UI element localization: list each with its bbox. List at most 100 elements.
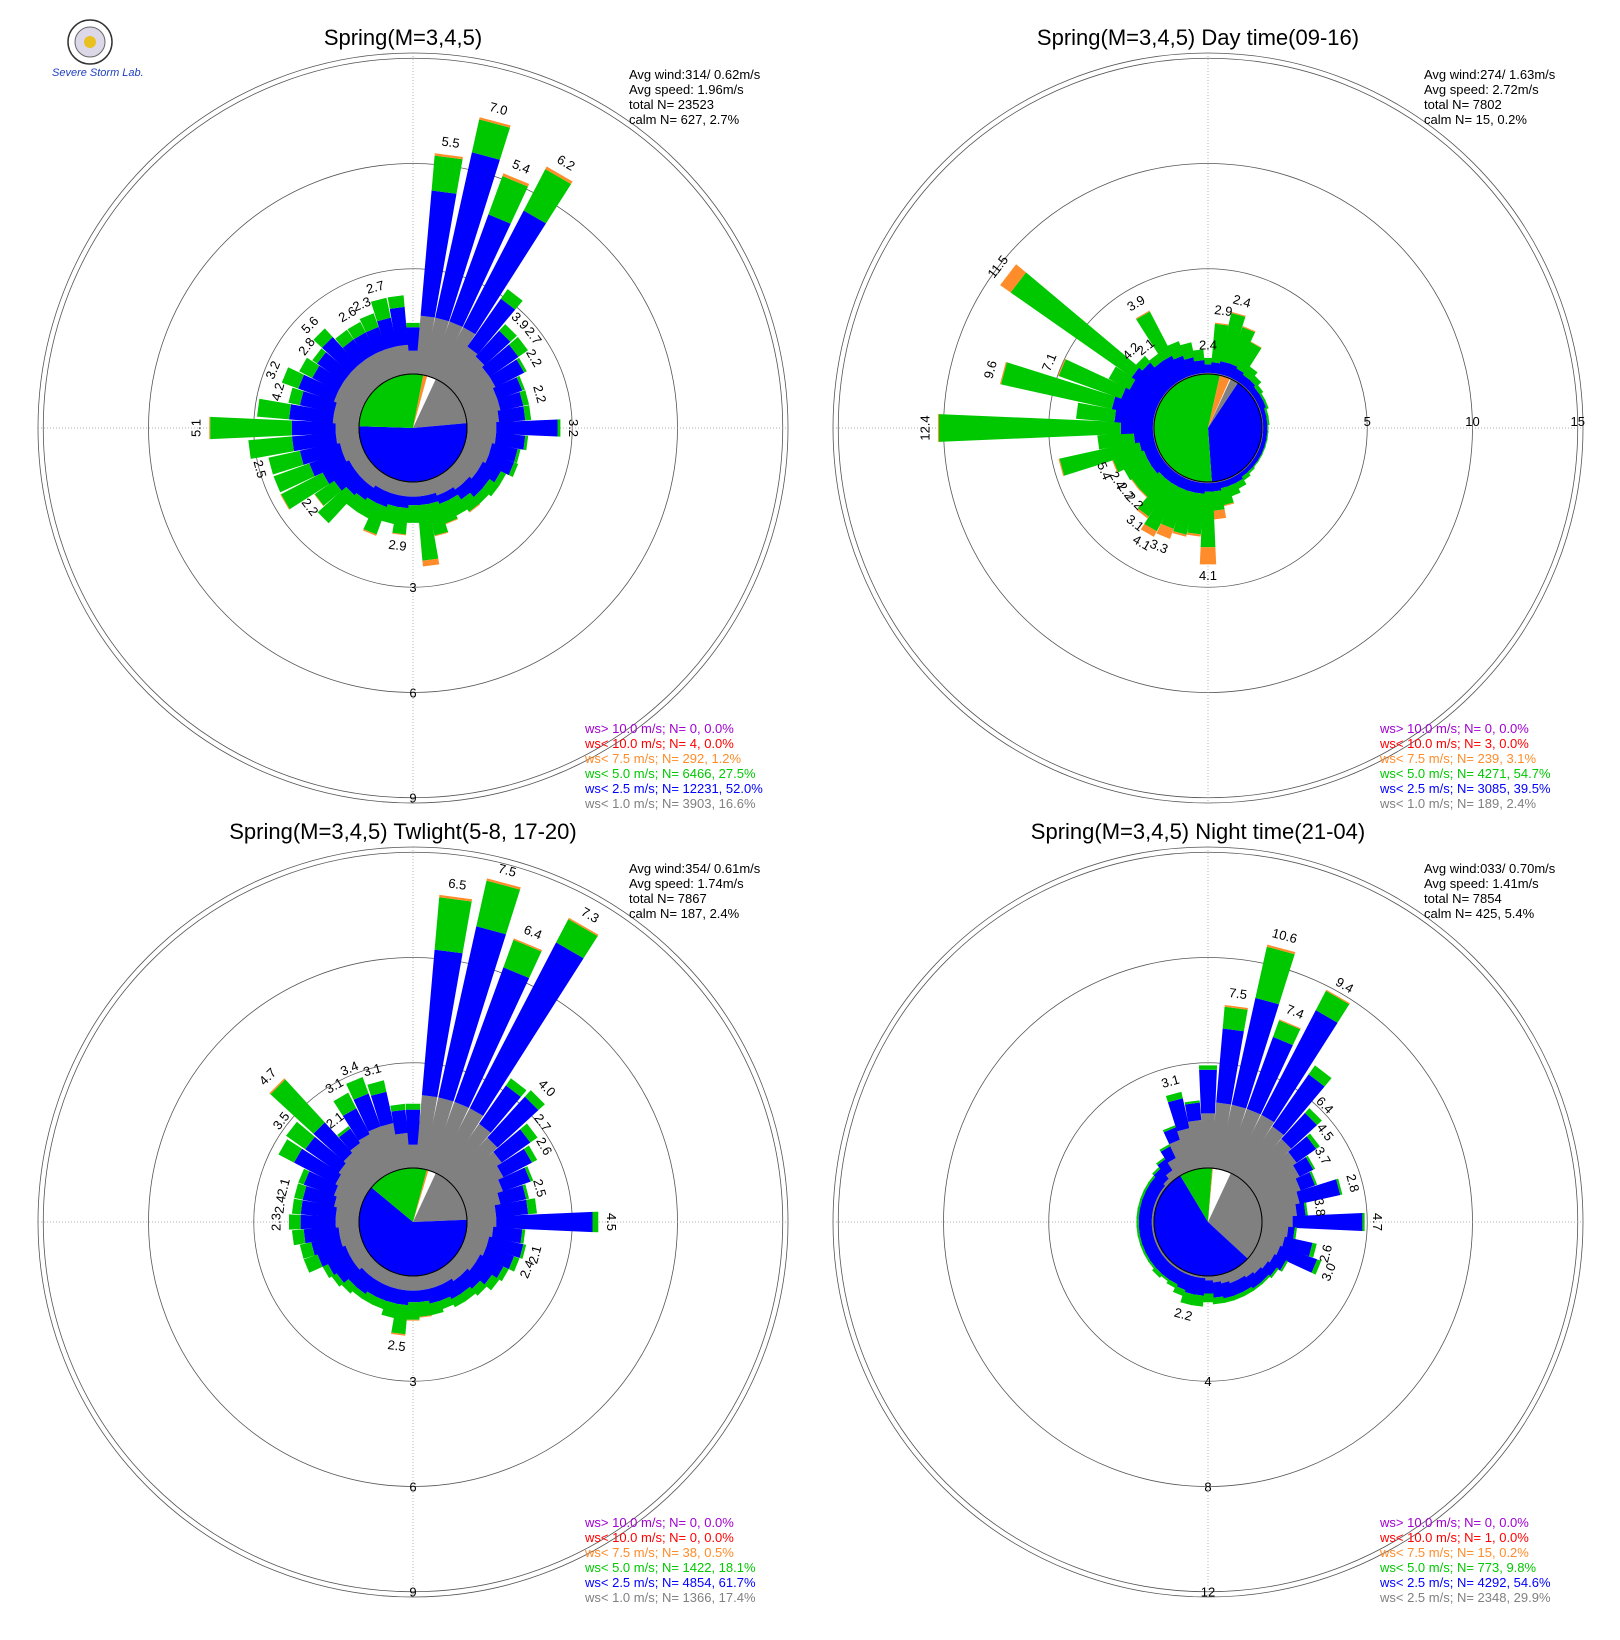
spoke-value-label: 5.5: [441, 134, 461, 151]
wind-bar-segment: [1248, 1251, 1268, 1270]
wind-bar-segment: [464, 399, 501, 419]
wind-bar-segment: [568, 917, 599, 937]
center-pie-slice: [1208, 379, 1238, 428]
wind-bar-segment: [1111, 396, 1156, 419]
spoke-value-label: 2.9: [388, 537, 408, 554]
wind-bar-segment: [1222, 502, 1235, 507]
wind-bar-segment: [524, 1090, 545, 1111]
wind-bar-segment: [1309, 1171, 1318, 1186]
wind-bar-segment: [342, 339, 367, 366]
wind-bar-segment: [1232, 1291, 1245, 1301]
wind-bar-segment: [1137, 1234, 1143, 1246]
chart-title: Spring(M=3,4,5) Day time(09-16): [1037, 25, 1359, 50]
wind-bar-segment: [447, 356, 485, 394]
wind-bar-segment: [476, 880, 521, 935]
spoke-value-label: 2.5: [530, 1177, 549, 1198]
wind-bar-segment: [1242, 1286, 1255, 1297]
wind-bar-segment: [1296, 1179, 1341, 1204]
center-pie-slice: [1208, 383, 1263, 482]
wind-bar-segment: [523, 435, 529, 451]
stats-line: calm N= 15, 0.2%: [1424, 112, 1527, 127]
legend-entry: ws> 10.0 m/s; N= 0, 0.0%: [1379, 721, 1529, 736]
wind-bar-segment: [937, 414, 939, 442]
wind-bar-segment: [1058, 359, 1126, 399]
wind-bar-segment: [1162, 355, 1185, 383]
wind-bar-segment: [474, 1254, 504, 1279]
wind-bar-segment: [1143, 1252, 1151, 1263]
wind-bar-segment: [1173, 355, 1192, 379]
spoke-value-label: 3.3: [1148, 536, 1170, 557]
wind-bar-segment: [523, 169, 572, 224]
wind-bar-segment: [519, 1244, 527, 1259]
wind-bar-segment: [471, 119, 510, 160]
wind-bar-segment: [493, 1129, 531, 1163]
wind-bar-segment: [487, 1096, 539, 1148]
wind-bar-segment: [377, 317, 398, 350]
wind-bar-segment: [422, 317, 449, 377]
wind-bar-segment: [1148, 1174, 1157, 1184]
wind-bar-segment: [494, 1199, 529, 1217]
wind-bar-segment: [467, 422, 497, 434]
wind-bar-segment: [1242, 1138, 1292, 1188]
wind-bar-segment: [1256, 1238, 1281, 1257]
wind-bar-segment: [344, 1238, 365, 1255]
wind-bar-segment: [520, 1229, 526, 1244]
wind-bar-segment: [335, 430, 361, 444]
wind-bar-segment: [1097, 432, 1135, 450]
wind-bar-segment: [1315, 990, 1350, 1023]
wind-bar-segment: [1256, 1178, 1301, 1206]
spoke-value-label: 3.5: [270, 1109, 293, 1132]
spoke-value-label: 3.2: [262, 359, 283, 381]
wind-bar-segment: [375, 1283, 392, 1302]
wind-bar-segment: [523, 405, 532, 421]
wind-bar-segment: [436, 1108, 484, 1178]
wind-bar-segment: [431, 155, 463, 194]
wind-bar-segment: [425, 1286, 441, 1304]
wind-bar-segment: [396, 344, 411, 376]
wind-bar-segment: [327, 1253, 354, 1275]
wind-bar-segment: [1244, 1272, 1262, 1290]
wind-bar-segment: [1152, 1166, 1162, 1176]
ring-label: 9: [409, 791, 416, 806]
wind-bar-segment: [417, 503, 439, 561]
wind-bar-segment: [498, 1167, 531, 1192]
wind-bar-segment: [497, 392, 524, 411]
wind-bar-segment: [438, 926, 506, 1102]
wind-bar-segment: [435, 152, 500, 322]
wind-bar-segment: [407, 1144, 419, 1168]
wind-bar-segment: [524, 1145, 538, 1163]
wind-bar-segment: [333, 1184, 365, 1206]
wind-bar-segment: [1224, 1005, 1248, 1010]
center-pie-slice: [358, 423, 467, 482]
wind-bar-segment: [1076, 402, 1116, 423]
wind-bar-segment: [1168, 1268, 1184, 1285]
wind-bar-segment: [516, 357, 527, 373]
center-pie-slice: [413, 379, 467, 428]
wind-bar-segment: [1170, 473, 1185, 488]
wind-bar-segment: [289, 404, 335, 424]
wind-bar-segment: [461, 444, 490, 464]
wind-bar-segment: [1185, 1102, 1202, 1122]
wind-bar-segment: [343, 372, 373, 399]
wind-bar-segment: [335, 1173, 369, 1199]
wind-bar-segment: [1200, 491, 1216, 548]
wind-bar-segment: [454, 967, 530, 1108]
wind-bar-segment: [355, 1273, 376, 1294]
wind-bar-segment: [1155, 1258, 1172, 1275]
wind-bar-segment: [286, 1121, 315, 1150]
spoke-value-label: 4.5: [604, 1213, 619, 1231]
spoke-value-label: 7.0: [488, 99, 509, 118]
wind-bar-segment: [298, 374, 339, 402]
spoke-value-label: 2.9: [1213, 302, 1233, 319]
wind-bar-segment: [353, 1251, 373, 1270]
wind-bar-segment: [1211, 490, 1225, 511]
wind-bar-segment: [1165, 1091, 1183, 1103]
wind-bar-segment: [486, 1236, 524, 1258]
center-pie-slice: [371, 1167, 427, 1222]
wind-bar-segment: [305, 1136, 347, 1173]
wind-bar-segment: [1262, 415, 1268, 426]
spoke-value-label: 2.4: [1199, 337, 1217, 352]
wind-bar-segment: [1163, 1127, 1181, 1145]
stats-line: calm N= 187, 2.4%: [629, 906, 740, 921]
stats-line: total N= 7802: [1424, 97, 1502, 112]
